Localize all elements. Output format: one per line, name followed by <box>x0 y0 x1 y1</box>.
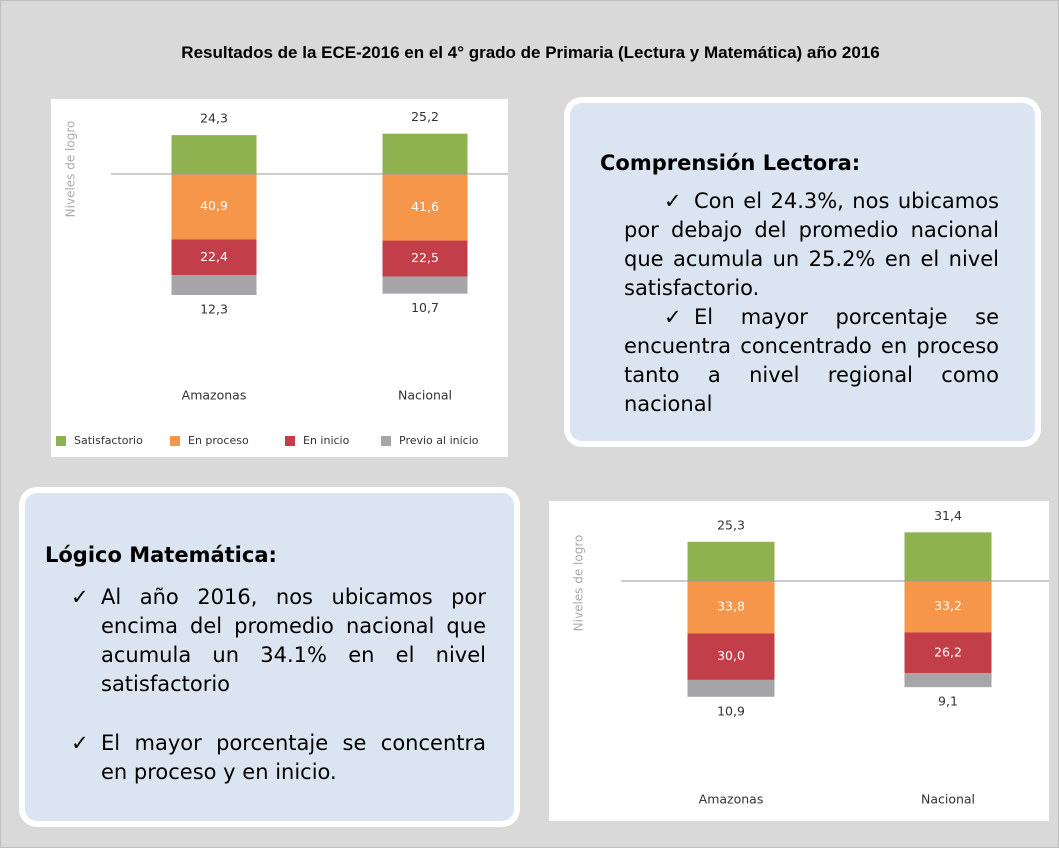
x-tick-label: Amazonas <box>699 792 764 807</box>
y-axis-label: Niveles de logro <box>64 121 78 218</box>
bar-segment <box>171 239 257 276</box>
bar-segment <box>904 532 992 581</box>
bar-segment <box>171 275 257 295</box>
bar-segment <box>687 541 775 581</box>
value-label: 25,2 <box>411 109 439 124</box>
value-label: 10,9 <box>717 703 745 718</box>
value-label: 22,5 <box>411 250 439 265</box>
bar-segment <box>382 133 468 174</box>
bar-segment <box>904 673 992 688</box>
bar-segment <box>171 135 257 174</box>
value-label: 40,9 <box>200 198 228 213</box>
x-tick-label: Amazonas <box>182 388 247 403</box>
value-label: 30,0 <box>717 648 745 663</box>
bullet: El mayor porcentaje se encuentra concent… <box>594 303 999 419</box>
value-label: 41,6 <box>411 199 439 214</box>
legend-swatch <box>170 436 180 446</box>
legend-swatch <box>285 436 295 446</box>
value-label: 22,4 <box>200 249 228 264</box>
legend-label: En proceso <box>188 434 249 447</box>
chart-panel: Niveles de logro 24,3 40,9 22,4 12,3 Amazonas… <box>51 99 508 457</box>
text-box: Comprensión Lectora: Con el 24.3%, nos u… <box>564 97 1041 447</box>
y-axis-label: Niveles de logro <box>572 535 586 632</box>
chart-panel: Niveles de logro 25,3 33,8 30,0 10,9 Amazonas… <box>549 501 1049 821</box>
bar-segment <box>687 633 775 680</box>
chart: Niveles de logro 25,3 33,8 30,0 10,9 Amazonas… <box>572 508 1049 807</box>
value-label: 33,2 <box>934 598 962 613</box>
legend-label: Previo al inicio <box>399 434 479 447</box>
bar-segment <box>904 632 992 674</box>
x-tick-label: Nacional <box>398 388 452 403</box>
legend-swatch <box>381 436 391 446</box>
value-label: 31,4 <box>934 508 962 523</box>
bullet: Con el 24.3%, nos ubicamos por debajo de… <box>594 187 999 303</box>
value-label: 9,1 <box>938 694 958 709</box>
chart: Niveles de logro 24,3 40,9 22,4 12,3 Amazonas… <box>56 109 508 447</box>
bullet: Al año 2016, nos ubicamos por encima del… <box>71 583 486 699</box>
value-label: 26,2 <box>934 644 962 659</box>
value-label: 24,3 <box>200 111 228 126</box>
box-title: Comprensión Lectora: <box>600 151 861 175</box>
bullet: El mayor porcentaje se concentra en proc… <box>71 729 486 787</box>
bar-segment <box>382 174 468 241</box>
page-title: Resultados de la ECE-2016 en el 4° grado… <box>181 43 880 62</box>
bar-segment <box>687 679 775 697</box>
legend-label: Satisfactorio <box>74 434 143 447</box>
text-box: Lógico Matemática: Al año 2016, nos ubic… <box>19 487 520 827</box>
box-title: Lógico Matemática: <box>45 543 277 567</box>
bar-segment <box>382 240 468 277</box>
bar-segment <box>687 581 775 634</box>
value-label: 25,3 <box>717 517 745 532</box>
value-label: 12,3 <box>200 301 228 316</box>
bar-segment <box>382 276 468 294</box>
legend-swatch <box>56 436 66 446</box>
bar-segment <box>904 581 992 633</box>
value-label: 10,7 <box>411 300 439 315</box>
legend-label: En inicio <box>303 434 350 447</box>
x-tick-label: Nacional <box>921 792 975 807</box>
bar-segment <box>171 174 257 240</box>
value-label: 33,8 <box>717 599 745 614</box>
